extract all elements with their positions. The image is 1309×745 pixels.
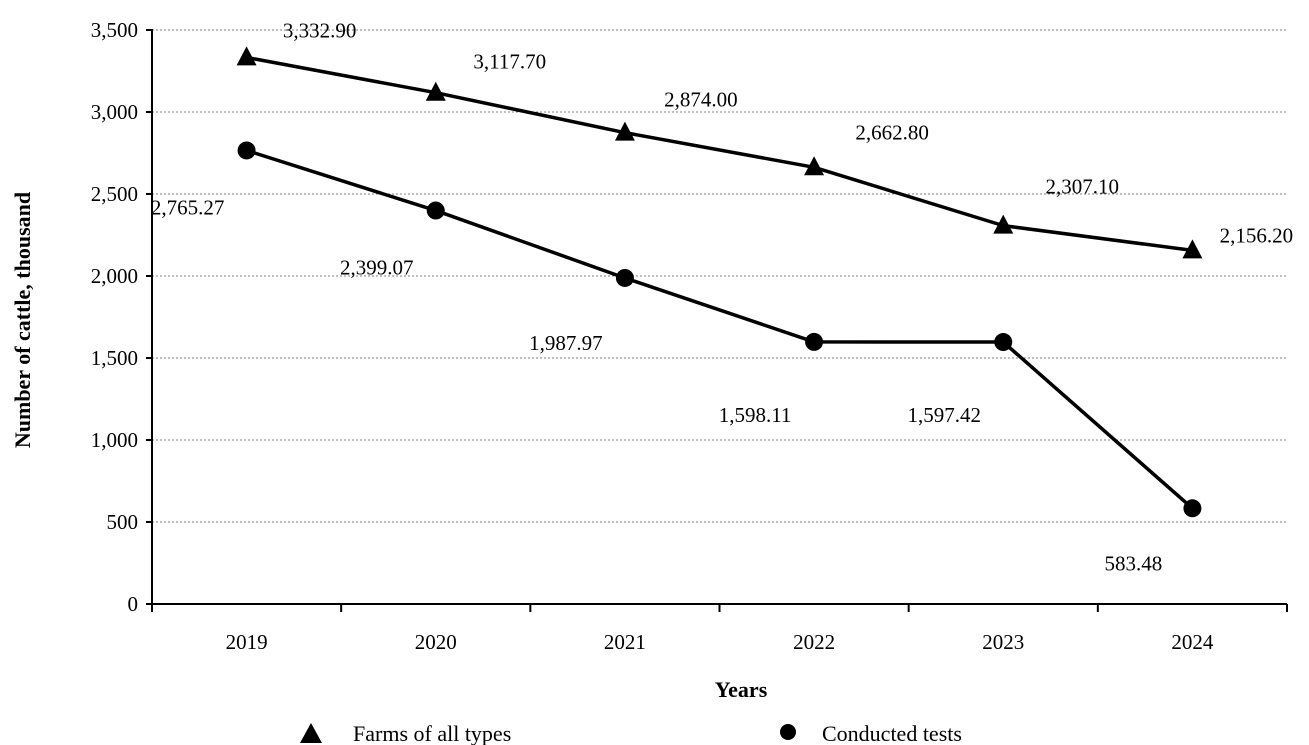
data-label: 1,987.97 xyxy=(529,331,603,355)
legend: Farms of all types Conducted tests xyxy=(300,721,962,745)
legend-circle-icon xyxy=(780,724,796,740)
legend-triangle-icon xyxy=(300,723,322,743)
data-point-triangle xyxy=(993,214,1014,234)
x-tick-label: 2022 xyxy=(793,630,835,654)
x-tick-label: 2021 xyxy=(604,630,646,654)
data-label: 2,307.10 xyxy=(1046,175,1120,199)
series-line xyxy=(246,55,1193,253)
x-tick-label: 2019 xyxy=(226,630,268,654)
gridlines xyxy=(152,29,1287,523)
data-label: 3,332.90 xyxy=(283,18,357,42)
data-point-triangle xyxy=(425,81,446,101)
y-tick-label: 3,500 xyxy=(91,18,138,42)
y-tick-label: 2,000 xyxy=(91,264,138,288)
data-label: 1,598.11 xyxy=(719,403,792,427)
legend-label-farms: Farms of all types xyxy=(353,721,511,745)
y-axis-title: Number of cattle, thousand xyxy=(10,192,35,448)
data-point-circle xyxy=(615,268,634,287)
data-label: 1,597.42 xyxy=(908,403,982,427)
tick-labels: 0 500 1,000 1,500 2,000 2,500 3,000 3,500 2019 20… xyxy=(91,18,1214,654)
series-line xyxy=(246,148,1194,510)
x-axis-title: Years xyxy=(715,677,768,702)
data-labels: 3,332.90 3,117.70 2,874.00 2,662.80 2,307.10… xyxy=(151,18,1293,575)
data-label: 3,117.70 xyxy=(473,50,546,74)
data-label: 2,874.00 xyxy=(664,88,738,112)
axes xyxy=(146,29,1288,612)
x-tick-label: 2023 xyxy=(982,630,1024,654)
legend-item-farms: Farms of all types xyxy=(300,721,511,745)
legend-item-tests: Conducted tests xyxy=(780,721,962,745)
y-tick-label: 2,500 xyxy=(91,182,138,206)
x-tick-label: 2024 xyxy=(1171,630,1214,654)
data-point-circle xyxy=(994,333,1013,352)
data-point-circle xyxy=(1183,499,1202,518)
y-tick-label: 500 xyxy=(107,510,139,534)
data-point-triangle xyxy=(236,46,257,66)
data-label: 2,399.07 xyxy=(340,256,414,280)
data-label: 2,765.27 xyxy=(151,195,225,219)
x-tick-label: 2020 xyxy=(415,630,457,654)
y-tick-label: 0 xyxy=(128,592,139,616)
data-point-triangle xyxy=(1182,239,1203,259)
data-point-triangle xyxy=(614,121,635,141)
data-point-circle xyxy=(805,332,824,351)
legend-label-tests: Conducted tests xyxy=(822,721,962,745)
data-label: 2,662.80 xyxy=(855,120,929,144)
data-label: 2,156.20 xyxy=(1220,223,1294,247)
data-point-triangle xyxy=(804,156,825,176)
y-tick-label: 3,000 xyxy=(91,100,138,124)
y-tick-label: 1,000 xyxy=(91,428,138,452)
data-point-circle xyxy=(237,141,256,160)
series-group xyxy=(236,46,1203,518)
data-label: 583.48 xyxy=(1105,551,1163,575)
data-point-circle xyxy=(426,201,445,220)
y-tick-label: 1,500 xyxy=(91,346,138,370)
